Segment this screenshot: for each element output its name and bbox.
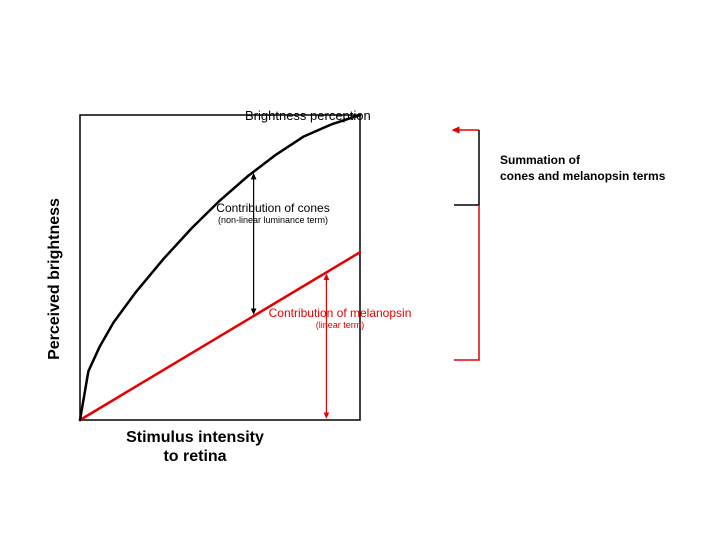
label-summation: Summation of cones and melanopsin terms — [500, 152, 665, 184]
summation-bracket — [0, 0, 720, 540]
